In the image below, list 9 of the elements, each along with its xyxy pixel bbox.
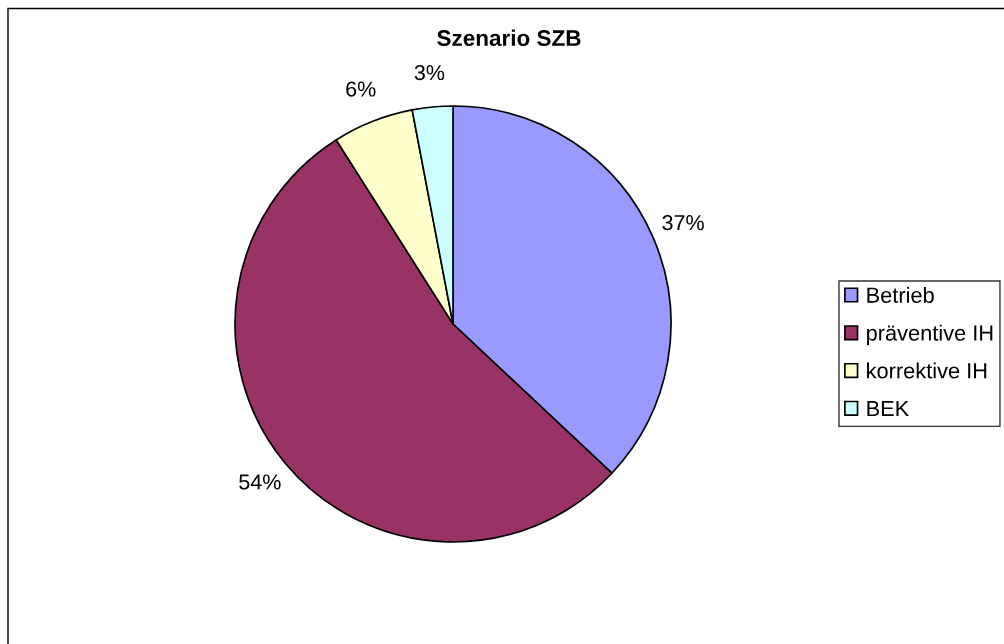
legend-label: korrektive IH — [867, 362, 987, 379]
chart-title: Szenario SZB — [437, 29, 581, 47]
data-label: 54% — [239, 474, 281, 490]
legend-label: Betrieb — [867, 286, 934, 303]
legend-label: präventive IH — [867, 324, 993, 345]
data-label: 37% — [662, 214, 704, 231]
data-label: 6% — [346, 81, 376, 97]
data-label: 3% — [414, 64, 445, 81]
legend-label: BEK — [867, 401, 909, 416]
